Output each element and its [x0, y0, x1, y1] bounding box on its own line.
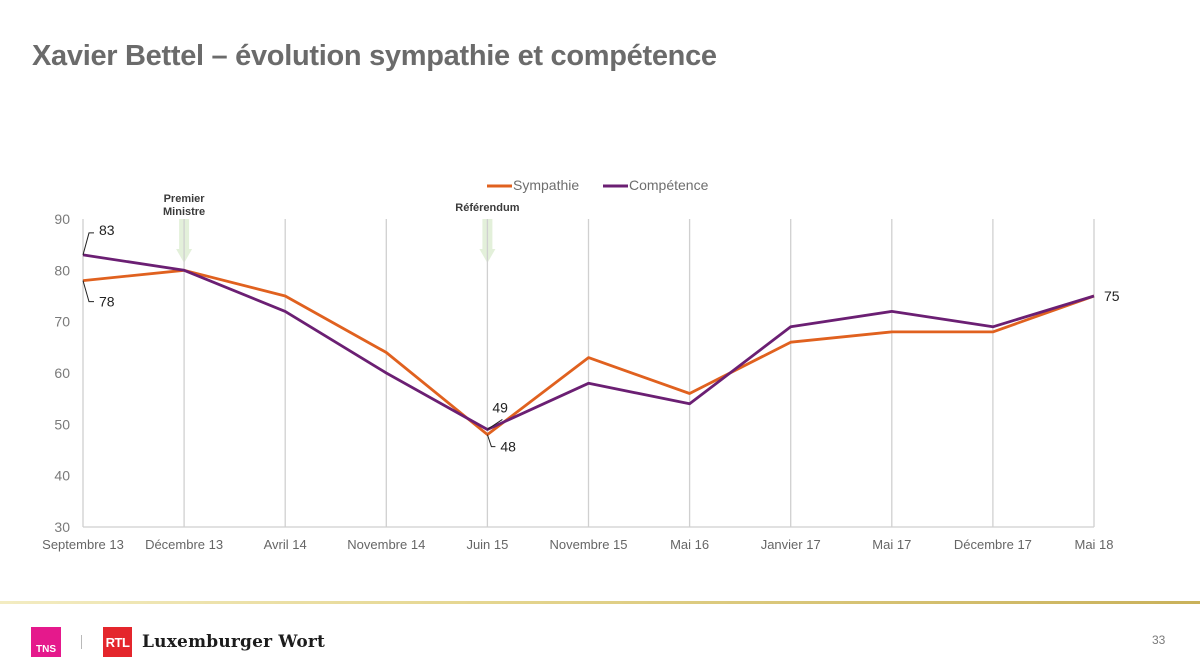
- x-tick-label: Novembre 14: [347, 537, 425, 552]
- y-tick-label: 50: [54, 416, 70, 432]
- x-tick-label: Novembre 15: [549, 537, 627, 552]
- legend-label: Compétence: [629, 177, 709, 193]
- footer-logos: TNS RTL Luxemburger Wort: [31, 626, 325, 658]
- legend-label: Sympathie: [513, 177, 579, 193]
- x-tick-label: Mai 18: [1074, 537, 1113, 552]
- y-tick-label: 90: [54, 211, 70, 227]
- annotation-label: Référendum: [455, 202, 519, 214]
- x-tick-label: Décembre 17: [954, 537, 1032, 552]
- annotation-label: Premier: [164, 193, 206, 205]
- data-label: 49: [492, 399, 508, 415]
- data-label: 83: [99, 222, 115, 238]
- x-tick-label: Mai 16: [670, 537, 709, 552]
- y-tick-label: 70: [54, 314, 70, 330]
- data-label-leader: [82, 232, 94, 256]
- y-tick-label: 40: [54, 468, 70, 484]
- y-tick-label: 60: [54, 365, 70, 381]
- annotation-label: Ministre: [163, 206, 205, 218]
- x-tick-label: Juin 15: [466, 537, 508, 552]
- x-tick-label: Janvier 17: [761, 537, 821, 552]
- page-number: 33: [1152, 633, 1166, 647]
- series-line-competence: [82, 253, 1095, 431]
- y-tick-label: 30: [54, 519, 70, 535]
- footer-divider: [0, 601, 1200, 604]
- y-tick-label: 80: [54, 262, 70, 278]
- data-label-leader: [487, 419, 503, 430]
- slide-title: Xavier Bettel – évolution sympathie et c…: [32, 40, 717, 72]
- data-label: 48: [500, 439, 516, 455]
- data-label: 78: [99, 294, 115, 310]
- logo-separator: [81, 635, 82, 649]
- x-tick-label: Mai 17: [872, 537, 911, 552]
- data-label: 75: [1104, 288, 1120, 304]
- data-label-leader: [486, 434, 496, 448]
- data-label-leader: [82, 280, 94, 303]
- rtl-logo: RTL: [103, 627, 132, 657]
- tns-logo-text: TNS: [36, 644, 56, 655]
- rtl-logo-text: RTL: [105, 634, 130, 650]
- luxemburger-wort-logo: Luxemburger Wort: [142, 632, 326, 652]
- x-tick-label: Septembre 13: [42, 537, 124, 552]
- x-tick-label: Avril 14: [264, 537, 307, 552]
- x-tick-label: Décembre 13: [145, 537, 223, 552]
- tns-logo: TNS: [31, 627, 61, 657]
- series-line-sympathie: [82, 268, 1095, 437]
